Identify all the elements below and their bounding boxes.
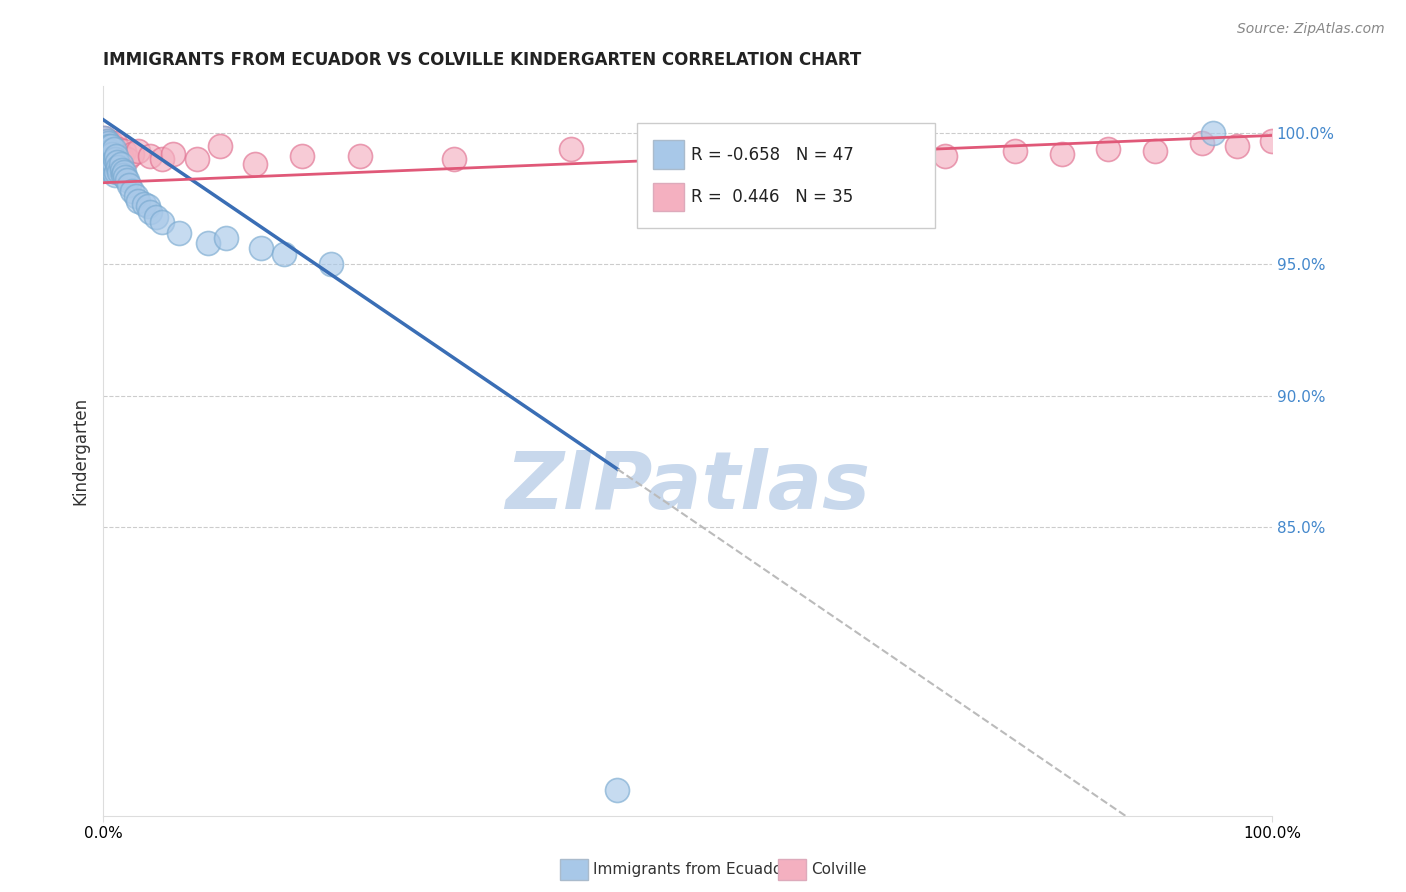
Point [793,152,815,166]
Point [93,131,115,145]
Point [136,199,159,213]
Point [94,139,117,153]
Point [150,215,173,229]
Point [145,210,167,224]
Point [208,139,231,153]
Text: R =  0.446   N = 35: R = 0.446 N = 35 [690,188,853,206]
Point [139,204,162,219]
Point [104,165,127,179]
Point [349,149,371,163]
Point [1097,142,1119,156]
Point [98,139,121,153]
Point [443,152,465,166]
Point [111,162,134,177]
Point [1226,139,1249,153]
Point [110,157,132,171]
Point [107,142,129,156]
Point [103,157,125,171]
Text: Immigrants from Ecuador: Immigrants from Ecuador [593,863,789,877]
Point [108,165,131,179]
Point [186,152,208,166]
Point [197,236,219,251]
Point [162,146,184,161]
Point [98,157,121,171]
Point [97,152,120,166]
Point [98,162,121,177]
Point [101,162,124,177]
Point [97,136,120,151]
Point [1202,126,1225,140]
Point [98,145,121,159]
Point [291,149,314,163]
Point [115,152,138,166]
Point [115,173,138,187]
Point [112,145,135,159]
Point [1050,146,1073,161]
Point [94,136,117,151]
Point [103,142,125,156]
Point [250,241,273,255]
Text: ZIPatlas: ZIPatlas [505,448,870,526]
Point [132,196,155,211]
Point [676,157,699,171]
Text: R = -0.658   N = 47: R = -0.658 N = 47 [690,145,853,163]
Point [319,257,342,271]
Point [125,189,148,203]
Point [1191,136,1213,151]
Point [111,168,134,182]
Point [127,145,149,159]
Point [98,146,121,161]
Y-axis label: Kindergarten: Kindergarten [72,397,89,505]
Text: Colville: Colville [811,863,866,877]
Point [606,782,628,797]
Text: Source: ZipAtlas.com: Source: ZipAtlas.com [1237,22,1385,37]
Point [104,146,127,161]
Point [104,149,127,163]
Point [139,149,162,163]
Point [100,136,122,151]
Point [98,142,121,156]
Point [100,152,122,166]
Point [100,139,122,153]
Point [150,152,173,166]
Point [96,145,118,159]
Point [121,146,143,161]
Point [104,136,127,151]
Point [167,226,190,240]
Point [934,149,956,163]
Point [101,145,124,159]
Point [127,194,149,208]
Point [107,160,129,174]
Point [105,154,128,169]
Point [104,168,127,182]
Point [114,170,136,185]
Point [215,231,238,245]
Point [1261,134,1284,148]
Point [1004,145,1026,159]
Point [110,149,132,163]
Point [887,142,910,156]
Point [101,146,124,161]
Point [118,178,141,193]
Point [112,165,135,179]
Point [97,134,120,148]
Text: IMMIGRANTS FROM ECUADOR VS COLVILLE KINDERGARTEN CORRELATION CHART: IMMIGRANTS FROM ECUADOR VS COLVILLE KIND… [103,51,862,69]
Point [93,131,115,145]
Point [273,246,295,260]
Point [243,157,266,171]
Point [121,184,143,198]
Point [560,142,582,156]
Point [1143,145,1166,159]
Point [104,152,127,166]
Point [96,134,118,148]
